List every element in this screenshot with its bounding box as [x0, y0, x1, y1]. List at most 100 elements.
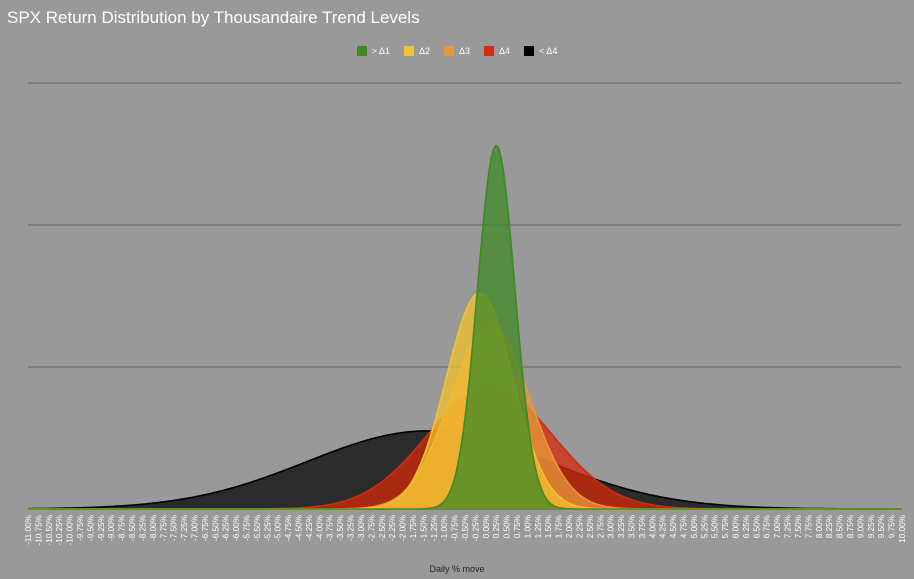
x-axis-label: Daily % move: [429, 564, 485, 574]
x-tick-label: 4.75%: [680, 515, 689, 538]
x-tick-label: -7.75%: [159, 515, 168, 541]
x-tick-label: -2.00%: [399, 515, 408, 541]
x-tick-label: -5.00%: [274, 515, 283, 541]
x-tick-label: -3.25%: [347, 515, 356, 541]
x-tick-label: 3.50%: [628, 515, 637, 538]
x-tick-label: -3.00%: [357, 515, 366, 541]
legend-label: Δ2: [418, 46, 430, 56]
x-tick-label: 6.75%: [763, 515, 772, 538]
x-tick-label: -10.25%: [55, 515, 64, 546]
series-area-4: [28, 145, 902, 509]
x-tick-label: -6.50%: [211, 515, 220, 541]
legend-item: > Δ1: [356, 46, 390, 56]
x-tick-label: -9.75%: [76, 515, 85, 541]
legend-label: Δ4: [499, 46, 511, 56]
x-tick-label: -8.00%: [149, 515, 158, 541]
legend-swatch: [403, 46, 414, 56]
x-tick-label: -5.25%: [263, 515, 272, 541]
x-tick-label: 8.00%: [815, 515, 824, 538]
x-tick-label: -6.25%: [222, 515, 231, 541]
x-tick-label: 5.25%: [700, 515, 709, 538]
x-tick-label: -4.25%: [305, 515, 314, 541]
x-tick-label: 4.50%: [669, 515, 678, 538]
x-tick-label: 6.00%: [732, 515, 741, 538]
x-tick-label: -8.50%: [128, 515, 137, 541]
legend: > Δ1 Δ2 Δ3 Δ4 < Δ4: [0, 46, 914, 56]
legend-swatch: [443, 46, 454, 56]
x-tick-label: 3.75%: [638, 515, 647, 538]
x-tick-label: -10.50%: [45, 515, 54, 546]
legend-swatch: [484, 46, 495, 56]
x-tick-label: -2.75%: [367, 515, 376, 541]
x-tick-label: -10.00%: [66, 515, 75, 546]
x-tick-label: -6.00%: [232, 515, 241, 541]
x-tick-label: -0.50%: [461, 515, 470, 541]
x-tick-label: -7.25%: [180, 515, 189, 541]
x-tick-label: 9.75%: [888, 515, 897, 538]
x-tick-label: -8.25%: [139, 515, 148, 541]
x-tick-label: 4.00%: [648, 515, 657, 538]
x-tick-label: -2.50%: [378, 515, 387, 541]
legend-item: < Δ4: [524, 46, 557, 56]
x-tick-label: 9.25%: [867, 515, 876, 538]
x-tick-label: 6.50%: [752, 515, 761, 538]
x-tick-label: 10.00%: [898, 515, 907, 543]
x-tick-label: -10.75%: [34, 515, 43, 546]
x-tick-label: 1.50%: [544, 515, 553, 538]
x-tick-label: 2.00%: [565, 515, 574, 538]
x-tick-label: 7.50%: [794, 515, 803, 538]
x-tick-label: -3.75%: [326, 515, 335, 541]
x-tick-label: 0.75%: [513, 515, 522, 538]
legend-swatch: [524, 46, 535, 56]
x-tick-label: 2.50%: [586, 515, 595, 538]
x-tick-label: 8.25%: [825, 515, 834, 538]
x-tick-label: -0.25%: [471, 515, 480, 541]
x-tick-label: 8.50%: [836, 515, 845, 538]
x-tick-label: 5.00%: [690, 515, 699, 538]
x-tick-label: 0.25%: [492, 515, 501, 538]
x-tick-label: 9.00%: [856, 515, 865, 538]
x-tick-label: -7.50%: [170, 515, 179, 541]
x-tick-label: 4.25%: [659, 515, 668, 538]
x-tick-label: -8.75%: [118, 515, 127, 541]
x-tick-label: -1.50%: [419, 515, 428, 541]
x-tick-label: 0.50%: [503, 515, 512, 538]
x-tick-label: 1.00%: [523, 515, 532, 538]
x-tick-label: 5.75%: [721, 515, 730, 538]
x-tick-label: -11.00%: [24, 515, 33, 545]
legend-item: Δ3: [443, 46, 471, 56]
x-tick-label: -1.00%: [440, 515, 449, 541]
x-tick-label: -4.00%: [315, 515, 324, 541]
x-tick-label: -4.50%: [295, 515, 304, 541]
series-area-3: [28, 293, 902, 509]
x-tick-label: -5.50%: [253, 515, 262, 541]
x-tick-label: 8.75%: [846, 515, 855, 538]
x-tick-label: 0.00%: [482, 515, 491, 538]
x-tick-label: -9.00%: [107, 515, 116, 541]
legend-swatch: [356, 46, 367, 56]
x-tick-label: -3.50%: [336, 515, 345, 541]
series-line-4: [28, 144, 902, 510]
x-tick-label: 9.50%: [877, 515, 886, 538]
x-tick-label: -0.75%: [451, 515, 460, 541]
x-tick-label: -2.25%: [388, 515, 397, 541]
x-tick-label: -1.75%: [409, 515, 418, 541]
x-tick-label: 3.00%: [607, 515, 616, 538]
x-tick-label: -7.00%: [191, 515, 200, 541]
x-tick-label: -6.75%: [201, 515, 210, 541]
legend-label: < Δ4: [539, 46, 558, 56]
x-tick-label: 6.25%: [742, 515, 751, 538]
legend-label: > Δ1: [371, 46, 390, 56]
chart-title: SPX Return Distribution by Thousandaire …: [7, 8, 420, 27]
x-tick-label: 5.50%: [711, 515, 720, 538]
x-tick-label: 7.00%: [773, 515, 782, 538]
x-tick-label: 7.25%: [784, 515, 793, 538]
x-tick-label: -1.25%: [430, 515, 439, 541]
x-tick-label: -5.75%: [243, 515, 252, 541]
x-tick-label: 2.75%: [596, 515, 605, 538]
x-tick-label: 2.25%: [576, 515, 585, 538]
x-tick-label: -4.75%: [284, 515, 293, 541]
legend-label: Δ3: [458, 46, 471, 56]
x-tick-label: 7.75%: [804, 515, 813, 538]
